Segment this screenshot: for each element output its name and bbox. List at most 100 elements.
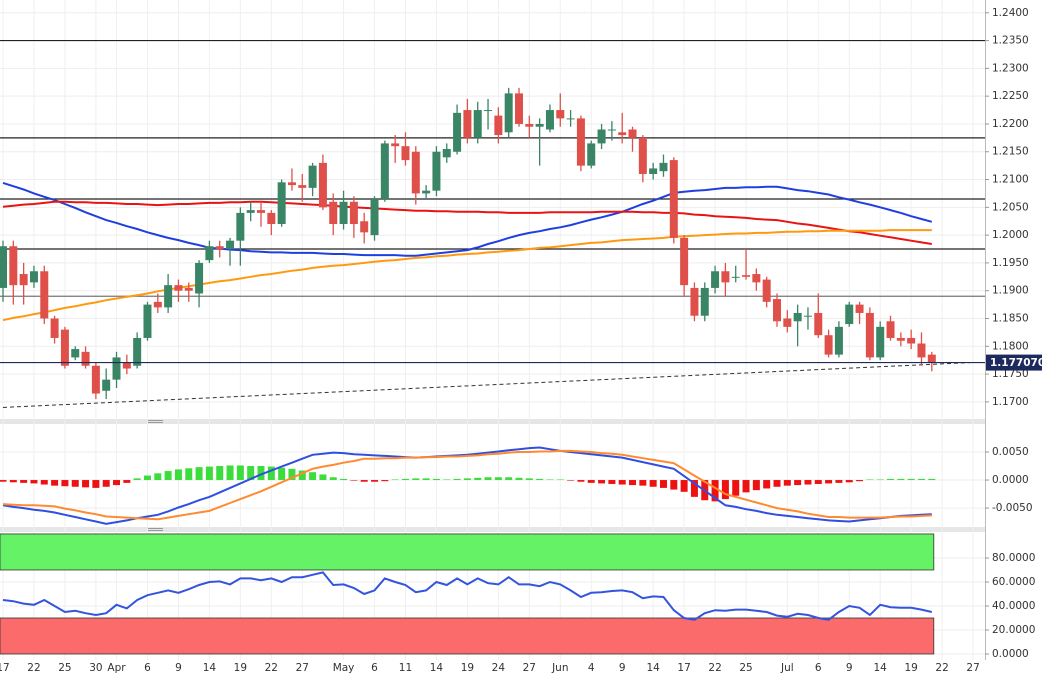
rsi-band: [0, 617, 935, 655]
candle-body: [370, 198, 379, 236]
x-tick-label: 19: [234, 662, 247, 674]
x-tick-label: 19: [904, 662, 917, 674]
macd-bar: [381, 480, 389, 482]
y-tick-label: 1.2400: [992, 7, 1029, 19]
macd-bar: [608, 480, 616, 484]
candle-body: [824, 335, 833, 355]
candle-body: [484, 110, 493, 112]
x-tick-label: 27: [966, 662, 979, 674]
y-tick-label: 1.1700: [992, 396, 1029, 408]
macd-bar: [536, 478, 544, 481]
candle-body: [422, 190, 431, 194]
candle-body: [9, 246, 18, 286]
moving-average: [2, 200, 932, 245]
macd-bar: [598, 480, 606, 484]
last-price-label: 1.177070: [990, 357, 1045, 369]
y-tick-label: 1.1950: [992, 257, 1029, 269]
candle-body: [318, 162, 327, 208]
candle-body: [545, 110, 554, 130]
candle-body: [257, 210, 265, 213]
macd-bar: [205, 466, 213, 481]
macd-line: [2, 449, 932, 521]
candle-body: [360, 221, 369, 233]
candle-body: [164, 285, 173, 308]
macd-bar: [51, 480, 59, 486]
macd-bar: [928, 478, 936, 481]
macd-bar: [907, 478, 915, 481]
candle-body: [205, 246, 214, 261]
macd-bar: [917, 478, 925, 481]
candle-body: [659, 162, 668, 172]
x-tick-label: 22: [935, 662, 948, 674]
macd-bar: [856, 480, 864, 482]
y-tick-label: 0.0000: [992, 648, 1029, 660]
candle-body: [845, 304, 854, 325]
rsi-line: [2, 571, 933, 621]
candle-body: [834, 326, 843, 355]
trend-line: [2, 361, 974, 408]
macd-bar: [247, 466, 255, 481]
macd-bar: [773, 480, 781, 487]
macd-bar: [236, 465, 244, 481]
x-tick-label: 27: [296, 662, 309, 674]
macd-bar: [670, 480, 678, 490]
x-tick-label: 6: [144, 662, 151, 674]
panel-separator[interactable]: [0, 419, 985, 424]
candle-body: [19, 274, 28, 286]
y-tick-label: 1.2300: [992, 62, 1029, 74]
candle-body: [174, 285, 183, 291]
x-tick-label: 4: [588, 662, 595, 674]
y-tick-label: 1.1750: [992, 368, 1029, 380]
panel-separator[interactable]: [0, 527, 985, 532]
candle-body: [525, 123, 534, 127]
y-tick-label: 60.0000: [992, 576, 1035, 588]
candle-body: [0, 246, 7, 288]
y-tick-label: 1.2350: [992, 35, 1029, 47]
macd-bar: [567, 480, 575, 481]
candle-body: [236, 212, 245, 241]
macd-bar: [732, 480, 740, 496]
candle-body: [91, 365, 100, 394]
moving-average: [2, 229, 932, 322]
candle-body: [865, 312, 874, 358]
macd-bar: [587, 480, 595, 483]
macd-bar: [350, 480, 358, 481]
candle-body: [463, 110, 472, 138]
x-tick-label: 9: [619, 662, 626, 674]
candle-body: [339, 201, 348, 225]
candle-body: [40, 271, 49, 319]
macd-bar: [422, 478, 430, 481]
candle-body: [277, 182, 286, 225]
candle-body: [81, 351, 90, 366]
rsi-band: [0, 533, 935, 571]
candle-body: [907, 337, 916, 344]
macd-bar: [794, 480, 802, 486]
macd-bar: [71, 480, 79, 487]
candle-body: [473, 110, 482, 138]
candle-body: [762, 279, 771, 302]
candle-body: [535, 123, 544, 127]
macd-bar: [267, 466, 275, 481]
macd-bar: [649, 480, 657, 487]
x-tick-label: 25: [739, 662, 752, 674]
macd-bar: [484, 477, 492, 481]
macd-bar: [82, 480, 90, 488]
macd-line: [2, 446, 932, 525]
macd-bar: [763, 480, 771, 489]
macd-bar: [371, 480, 379, 482]
candle-body: [215, 246, 224, 250]
macd-bar: [876, 479, 884, 481]
candle-body: [618, 132, 627, 136]
candle-body: [226, 240, 235, 250]
candle-body: [515, 93, 523, 124]
macd-bar: [629, 480, 637, 486]
candle-body: [122, 362, 131, 369]
candle-body: [112, 357, 121, 380]
macd-bar: [618, 480, 626, 485]
macd-bar: [391, 479, 399, 481]
macd-bar: [340, 478, 348, 481]
candle-body: [556, 110, 565, 119]
candle-body: [442, 148, 451, 158]
x-tick-label: 22: [708, 662, 721, 674]
